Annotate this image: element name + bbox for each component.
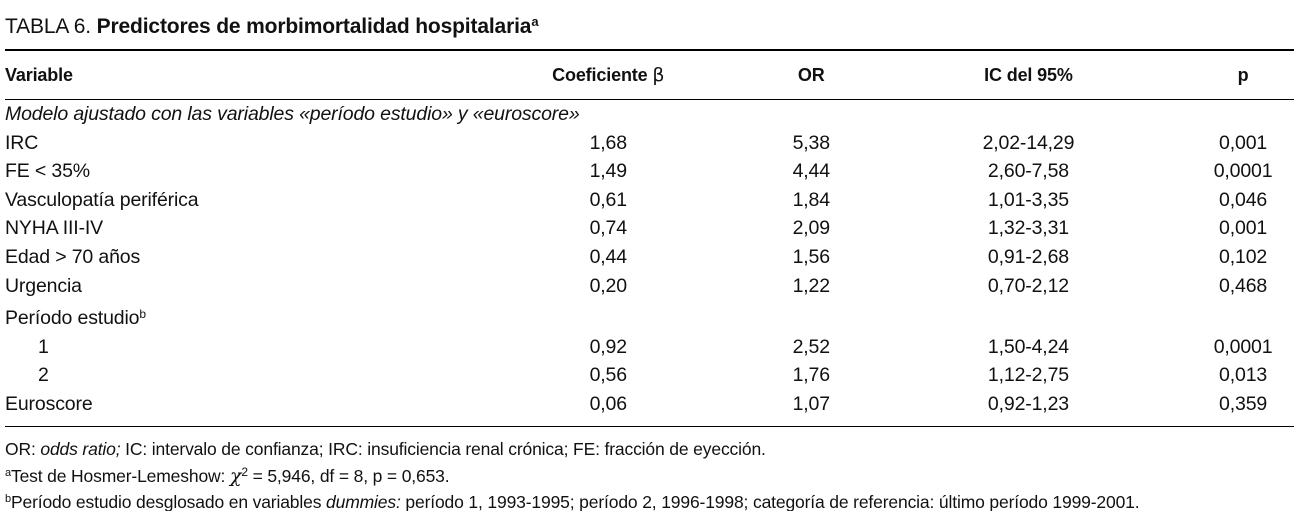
table-row: Edad > 70 años 0,44 1,56 0,91-2,68 0,102 — [5, 243, 1294, 272]
section-label: Modelo ajustado con las variables «perío… — [5, 103, 580, 125]
beta-symbol: β — [652, 64, 665, 86]
cell-variable: Período estudiob — [5, 300, 459, 333]
table-row: NYHA III-IV 0,74 2,09 1,32-3,31 0,001 — [5, 214, 1294, 243]
chi-symbol: χ — [229, 464, 242, 487]
cell-ic95: 2,60-7,58 — [987, 160, 1069, 183]
footnote-hosmer-lemeshow: aTest de Hosmer-Lemeshow: χ2 = 5,946, df… — [5, 461, 1294, 488]
cell-coeficiente: 0,20 — [589, 274, 628, 297]
table-title-text: Predictores de morbimortalidad hospitala… — [90, 15, 532, 38]
cell-variable: Edad > 70 años — [5, 245, 141, 268]
cell-ic95: 1,12-2,75 — [987, 364, 1069, 387]
cell-or: 4,44 — [792, 160, 831, 183]
cell-or: 1,76 — [792, 364, 831, 387]
table-number: TABLA 6. — [5, 15, 91, 38]
footnote-text: período 1, 1993-1995; período 2, 1996-19… — [400, 491, 1140, 511]
cell-p: 0,0001 — [1213, 335, 1273, 358]
cell-variable: FE < 35% — [5, 160, 90, 183]
cell-coeficiente — [459, 300, 758, 333]
cell-variable: NYHA III-IV — [5, 217, 104, 240]
cell-or: 5,38 — [792, 131, 831, 154]
cell-ic95: 2,02-14,29 — [982, 131, 1075, 154]
cell-p: 0,102 — [1219, 245, 1268, 268]
footnote-marker-a: a — [5, 466, 11, 479]
chi-exponent: 2 — [241, 464, 248, 479]
predictors-table: Variable Coeficiente β OR IC del 95% p M… — [5, 49, 1294, 427]
cell-ic95: 0,70-2,12 — [987, 274, 1069, 297]
table-row: 2 0,56 1,76 1,12-2,75 0,013 — [5, 361, 1294, 390]
col-header-p: p — [1192, 49, 1294, 100]
table-row: Urgencia 0,20 1,22 0,70-2,12 0,468 — [5, 272, 1294, 301]
footnote-abbreviations: OR: odds ratio; IC: intervalo de confian… — [5, 438, 1294, 461]
cell-p: 0,468 — [1219, 274, 1268, 297]
cell-p: 0,013 — [1219, 364, 1268, 387]
footnote-text: Test de Hosmer-Lemeshow: — [10, 465, 230, 486]
cell-coeficiente: 1,68 — [589, 131, 628, 154]
table-row: 1 0,92 2,52 1,50-4,24 0,0001 — [5, 333, 1294, 362]
footnote-text: Período estudio desglosado en variables — [10, 491, 327, 511]
cell-or: 2,09 — [792, 217, 831, 240]
table-row: IRC 1,68 5,38 2,02-14,29 0,001 — [5, 129, 1294, 158]
cell-variable: Vasculopatía periférica — [5, 188, 199, 211]
cell-ic95: 0,91-2,68 — [987, 245, 1069, 268]
footnote-marker-b: b — [5, 492, 11, 505]
footnote-text: OR: — [5, 438, 41, 459]
footnote-marker-b: b — [139, 307, 146, 322]
cell-variable: Euroscore — [5, 389, 459, 427]
cell-or: 1,56 — [792, 245, 831, 268]
footnote-periodo-estudio: bPeríodo estudio desglosado en variables… — [5, 488, 1294, 511]
cell-coeficiente: 0,61 — [589, 188, 628, 211]
cell-coeficiente: 0,44 — [589, 245, 628, 268]
cell-ic95 — [865, 300, 1192, 333]
cell-variable: IRC — [5, 131, 39, 154]
table-row: Euroscore 0,06 1,07 0,92-1,23 0,359 — [5, 389, 1294, 427]
table-footnotes: OR: odds ratio; IC: intervalo de confian… — [5, 438, 1294, 511]
cell-p — [1192, 300, 1294, 333]
col-header-coeficiente: Coeficiente β — [458, 49, 758, 100]
cell-p: 0,0001 — [1213, 160, 1273, 183]
footnote-text: IC: intervalo de confianza; IRC: insufic… — [120, 438, 766, 459]
cell-coeficiente: 0,74 — [589, 217, 628, 240]
cell-p: 0,001 — [1219, 217, 1268, 240]
footnote-text: = 5,946, df = 8, p = 0,653. — [247, 465, 450, 486]
cell-ic95: 1,32-3,31 — [987, 217, 1069, 240]
cell-variable: 2 — [38, 364, 49, 387]
cell-or: 2,52 — [792, 335, 831, 358]
cell-ic95: 1,50-4,24 — [987, 335, 1069, 358]
cell-or: 1,22 — [792, 274, 831, 297]
cell-coeficiente: 1,49 — [589, 160, 628, 183]
footnote-italic-text: odds ratio; — [40, 438, 121, 459]
col-header-ic95: IC del 95% — [864, 49, 1193, 100]
cell-variable: 1 — [38, 335, 49, 358]
table-row: Vasculopatía periférica 0,61 1,84 1,01-3… — [5, 186, 1294, 215]
table-title: TABLA 6. Predictores de morbimortalidad … — [5, 11, 1294, 38]
cell-or: 1,07 — [757, 389, 865, 427]
col-header-or: OR — [757, 49, 865, 100]
cell-p: 0,046 — [1219, 188, 1268, 211]
cell-ic95: 1,01-3,35 — [987, 188, 1069, 211]
table-row: FE < 35% 1,49 4,44 2,60-7,58 0,0001 — [5, 157, 1294, 186]
cell-coeficiente: 0,06 — [458, 389, 758, 427]
cell-variable: Urgencia — [5, 274, 82, 297]
cell-p: 0,359 — [1192, 389, 1294, 427]
table-section-row: Modelo ajustado con las variables «perío… — [5, 100, 1294, 129]
table-header-row: Variable Coeficiente β OR IC del 95% p — [5, 49, 1294, 100]
cell-or: 1,84 — [792, 188, 831, 211]
col-header-variable: Variable — [5, 49, 459, 100]
table-row: Período estudiob — [5, 300, 1294, 333]
cell-coeficiente: 0,92 — [589, 335, 628, 358]
footnote-italic-text: dummies: — [326, 491, 401, 511]
table-title-footnote-marker: a — [531, 14, 539, 29]
variable-label: Período estudio — [5, 307, 140, 330]
cell-p: 0,001 — [1219, 131, 1268, 154]
cell-coeficiente: 0,56 — [589, 364, 628, 387]
cell-ic95: 0,92-1,23 — [864, 389, 1193, 427]
cell-or — [758, 300, 865, 333]
coeficiente-label: Coeficiente — [552, 65, 653, 85]
